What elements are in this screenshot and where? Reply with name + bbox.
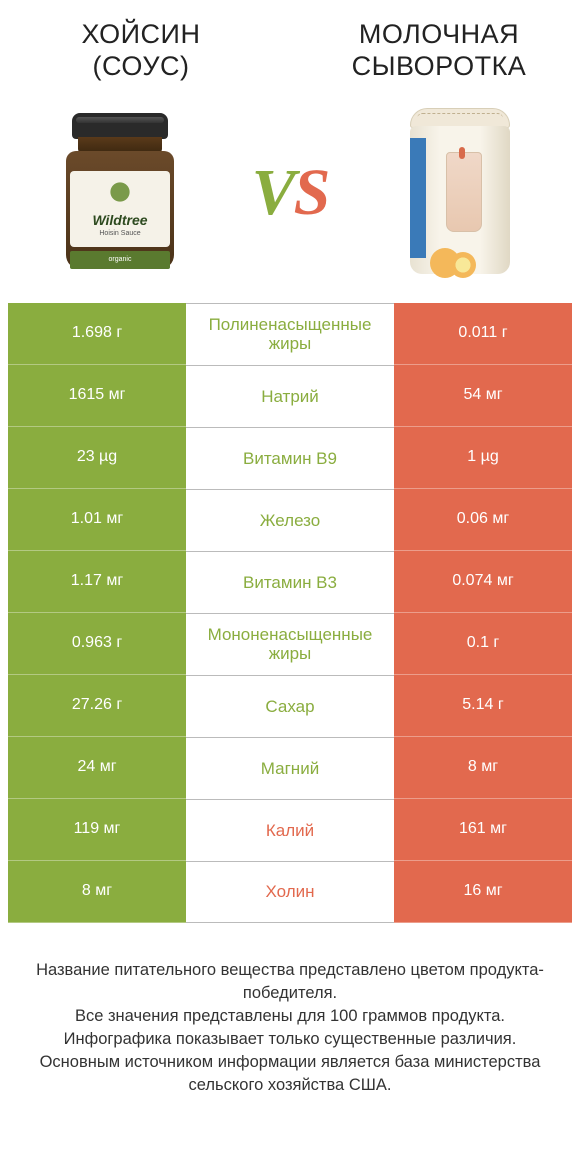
- left-value-cell: 1.17 мг: [8, 551, 186, 613]
- jar-band: organic: [70, 251, 170, 269]
- infographic-container: ХОЙСИН (СОУС) МОЛОЧНАЯ СЫВОРОТКА Wildtre…: [0, 0, 580, 1174]
- table-row: 1.17 мгВитамин B30.074 мг: [8, 551, 572, 613]
- table-row: 27.26 гСахар5.14 г: [8, 675, 572, 737]
- footer-line4: Основным источником информации является …: [24, 1051, 556, 1097]
- whey-can-icon: [400, 108, 520, 278]
- footer-notes: Название питательного вещества представл…: [0, 923, 580, 1098]
- right-value-cell: 5.14 г: [394, 675, 572, 737]
- nutrient-label-cell: Натрий: [186, 365, 394, 427]
- left-value-cell: 23 µg: [8, 427, 186, 489]
- table-row: 119 мгКалий161 мг: [8, 799, 572, 861]
- nutrient-label-cell: Сахар: [186, 675, 394, 737]
- left-title-line2: (СОУС): [93, 51, 190, 81]
- left-value-cell: 24 мг: [8, 737, 186, 799]
- table-row: 1615 мгНатрий54 мг: [8, 365, 572, 427]
- table-row: 0.963 гМононенасыщенные жиры0.1 г: [8, 613, 572, 675]
- vs-s-letter: S: [294, 156, 329, 229]
- nutrient-label-cell: Витамин B9: [186, 427, 394, 489]
- nutrient-label-cell: Полиненасыщенные жиры: [186, 303, 394, 365]
- right-title-line2: СЫВОРОТКА: [352, 51, 527, 81]
- table-row: 8 мгХолин16 мг: [8, 861, 572, 923]
- left-value-cell: 1.698 г: [8, 303, 186, 365]
- right-title-line1: МОЛОЧНАЯ: [359, 19, 519, 49]
- table-row: 24 мгМагний8 мг: [8, 737, 572, 799]
- nutrient-label-cell: Железо: [186, 489, 394, 551]
- nutrient-label-cell: Мононенасыщенные жиры: [186, 613, 394, 675]
- right-value-cell: 0.011 г: [394, 303, 572, 365]
- left-value-cell: 8 мг: [8, 861, 186, 923]
- left-product-title: ХОЙСИН (СОУС): [16, 18, 266, 83]
- right-product-title: МОЛОЧНАЯ СЫВОРОТКА: [314, 18, 564, 83]
- nutrient-label-cell: Магний: [186, 737, 394, 799]
- right-value-cell: 0.074 мг: [394, 551, 572, 613]
- left-value-cell: 0.963 г: [8, 613, 186, 675]
- right-value-cell: 0.06 мг: [394, 489, 572, 551]
- footer-line3: Инфографика показывает только существенн…: [24, 1028, 556, 1051]
- left-value-cell: 119 мг: [8, 799, 186, 861]
- table-row: 23 µgВитамин B91 µg: [8, 427, 572, 489]
- vs-v-letter: V: [252, 156, 294, 229]
- table-row: 1.01 мгЖелезо0.06 мг: [8, 489, 572, 551]
- footer-line2: Все значения представлены для 100 граммо…: [24, 1005, 556, 1028]
- header: ХОЙСИН (СОУС) МОЛОЧНАЯ СЫВОРОТКА: [0, 0, 580, 91]
- left-product-image: Wildtree Hoisin Sauce organic: [40, 103, 200, 283]
- nutrient-label-cell: Холин: [186, 861, 394, 923]
- footer-line1: Название питательного вещества представл…: [24, 959, 556, 1005]
- jar-brand: Wildtree: [92, 212, 147, 228]
- nutrient-label-cell: Витамин B3: [186, 551, 394, 613]
- right-value-cell: 0.1 г: [394, 613, 572, 675]
- right-value-cell: 1 µg: [394, 427, 572, 489]
- hoisin-jar-icon: Wildtree Hoisin Sauce organic: [60, 113, 180, 273]
- right-product-image: [380, 103, 540, 283]
- jar-sub: Hoisin Sauce: [99, 230, 140, 237]
- left-value-cell: 1.01 мг: [8, 489, 186, 551]
- right-value-cell: 161 мг: [394, 799, 572, 861]
- table-row: 1.698 гПолиненасыщенные жиры0.011 г: [8, 303, 572, 365]
- images-row: Wildtree Hoisin Sauce organic VS: [0, 91, 580, 303]
- nutrient-label-cell: Калий: [186, 799, 394, 861]
- left-value-cell: 1615 мг: [8, 365, 186, 427]
- left-value-cell: 27.26 г: [8, 675, 186, 737]
- right-value-cell: 16 мг: [394, 861, 572, 923]
- left-title-line1: ХОЙСИН: [82, 19, 201, 49]
- right-value-cell: 54 мг: [394, 365, 572, 427]
- right-value-cell: 8 мг: [394, 737, 572, 799]
- vs-badge: VS: [252, 155, 329, 231]
- comparison-table: 1.698 гПолиненасыщенные жиры0.011 г1615 …: [8, 303, 572, 923]
